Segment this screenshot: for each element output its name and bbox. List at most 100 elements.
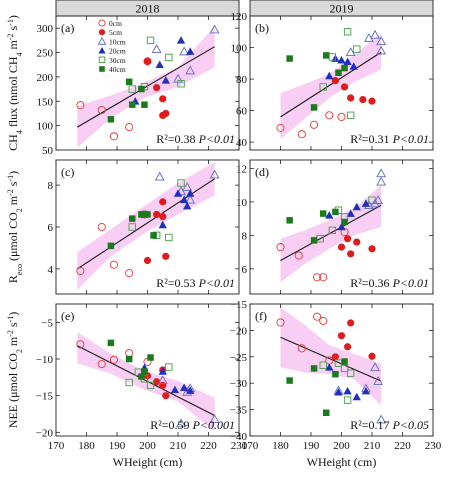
stats-c: R²=0.53 P<0.01: [156, 276, 235, 290]
point-c-40cm-3: [144, 211, 151, 218]
point-e-30cm-0: [125, 378, 133, 387]
point-d-40cm-1: [310, 237, 318, 244]
point-e-30cm-3: [146, 381, 155, 390]
stats-d: R²=0.36 P<0.01: [350, 276, 429, 290]
point-f-5cm-1: [337, 332, 346, 340]
point-d-20cm-3: [352, 202, 361, 211]
point-b-0cm-1: [297, 130, 306, 139]
y-tick-label-d-12: 12: [236, 163, 247, 175]
point-f-5cm-4: [368, 352, 376, 360]
x-tick-label-f-200: 200: [333, 440, 350, 452]
point-d-30cm-1: [328, 226, 337, 235]
point-a-10cm-4: [209, 24, 220, 34]
y-label-part: -1: [6, 175, 15, 182]
y-label-part: -2: [6, 189, 15, 196]
confidence-band-b: [280, 33, 382, 139]
point-a-0cm-2: [109, 132, 118, 141]
y-label-part: 2: [15, 208, 24, 212]
point-a-0cm-0: [76, 101, 85, 110]
regression-line-d: [280, 204, 382, 261]
legend-marker-30cm: [98, 56, 106, 64]
point-d-40cm-0: [286, 217, 293, 224]
p-value-c: P<0.01: [198, 276, 235, 290]
panels: 50 100 150 200 250 300 (a) R²=0.38 P<0.01 0cm5cm…: [36, 11, 442, 452]
stats-a: R²=0.38 P<0.01: [156, 132, 235, 146]
legend-label-5cm: 5cm: [109, 28, 122, 37]
legend-label-10cm: 10cm: [109, 37, 126, 46]
panel-b: 40 60 80 100 120 (b) R²=0.31 P<0.01: [231, 11, 434, 151]
point-d-5cm-2: [347, 250, 355, 258]
point-f-0cm-2: [313, 312, 322, 321]
point-d-5cm-4: [368, 245, 376, 253]
y-tick-label-c-6: 6: [48, 222, 54, 234]
point-d-40cm-3: [332, 208, 339, 216]
point-b-30cm-2: [343, 28, 352, 36]
y-tick-label-d-10: 10: [236, 197, 248, 209]
point-f-10cm-2: [370, 362, 380, 372]
x-axis-labels: WHeight (cm) WHeight (cm): [113, 455, 377, 469]
r2-a: R²=0.38: [156, 132, 198, 146]
point-a-5cm-2: [159, 95, 167, 103]
x-tick-label-e-200: 200: [139, 440, 156, 452]
point-a-30cm-4: [177, 80, 185, 88]
point-b-10cm-2: [370, 29, 380, 39]
x-tick-label-e-180: 180: [78, 440, 95, 452]
legend-marker-40cm: [99, 66, 105, 72]
y-tick-label-e--5: −5: [41, 317, 53, 329]
stats-f: R²=0.17 P<0.05: [350, 418, 429, 432]
y-tick-label-b-40: 40: [236, 137, 248, 149]
regression-line-e: [77, 345, 215, 416]
point-e-40cm-2: [138, 373, 145, 380]
point-e-10cm-0: [157, 375, 168, 385]
point-a-5cm-4: [159, 111, 167, 120]
point-b-40cm-1: [310, 104, 318, 111]
point-a-20cm-4: [186, 47, 195, 55]
y-label-part: m: [6, 195, 20, 208]
point-a-5cm-1: [153, 84, 161, 92]
y-label-part: NEE (μmol CO: [6, 353, 20, 428]
p-value-f: P<0.05: [392, 418, 429, 432]
y-tick-label-a-150: 150: [37, 96, 54, 108]
point-a-40cm-2: [129, 101, 136, 108]
y-label-part: 4: [15, 53, 24, 57]
point-c-0cm-1: [97, 222, 106, 232]
x-axis-label-left: WHeight (cm): [113, 455, 183, 469]
point-f-5cm-2: [344, 343, 352, 351]
x-tick-label-f-170: 170: [242, 440, 259, 452]
point-f-20cm-3: [352, 392, 361, 401]
point-a-40cm-3: [138, 85, 145, 93]
point-a-20cm-3: [176, 36, 186, 44]
point-b-10cm-4: [376, 45, 387, 55]
stats-b: R²=0.31 P<0.01: [350, 132, 429, 146]
y-tick-label-d-8: 8: [242, 230, 248, 242]
y-tick-label-a-250: 250: [37, 48, 54, 60]
regression-line-f: [280, 336, 382, 382]
panel-d: 6 8 10 12 (d) R²=0.36 P<0.01: [236, 159, 434, 295]
y-tick-label-e--20: −20: [36, 427, 54, 439]
year-strips: 2018 2019: [55, 0, 434, 17]
point-b-0cm-4: [337, 112, 346, 121]
point-a-30cm-0: [128, 85, 136, 93]
y-tick-label-e--15: −15: [36, 391, 54, 403]
point-c-5cm-0: [143, 256, 152, 265]
point-e-40cm-3: [141, 368, 148, 375]
point-d-0cm-3: [319, 273, 328, 282]
x-tick-label-f-180: 180: [272, 440, 289, 452]
p-value-b: P<0.01: [392, 132, 429, 146]
r2-f: R²=0.17: [350, 418, 392, 432]
point-a-10cm-0: [151, 44, 162, 53]
point-c-0cm-3: [125, 269, 134, 278]
y-label-part: CH: [6, 134, 20, 151]
y-label-part: eco: [15, 264, 24, 275]
point-b-40cm-4: [341, 64, 348, 72]
confidence-band-f: [280, 307, 382, 406]
point-c-40cm-1: [129, 215, 136, 222]
y-label-part: (μmol CO: [6, 212, 20, 264]
point-e-0cm-0: [76, 340, 85, 349]
point-c-40cm-2: [138, 211, 145, 218]
point-a-0cm-3: [125, 123, 134, 132]
point-e-20cm-1: [158, 367, 167, 375]
panel-letter-e: (e): [61, 309, 74, 323]
point-b-5cm-2: [347, 94, 355, 102]
legend-marker-0cm: [98, 19, 106, 27]
